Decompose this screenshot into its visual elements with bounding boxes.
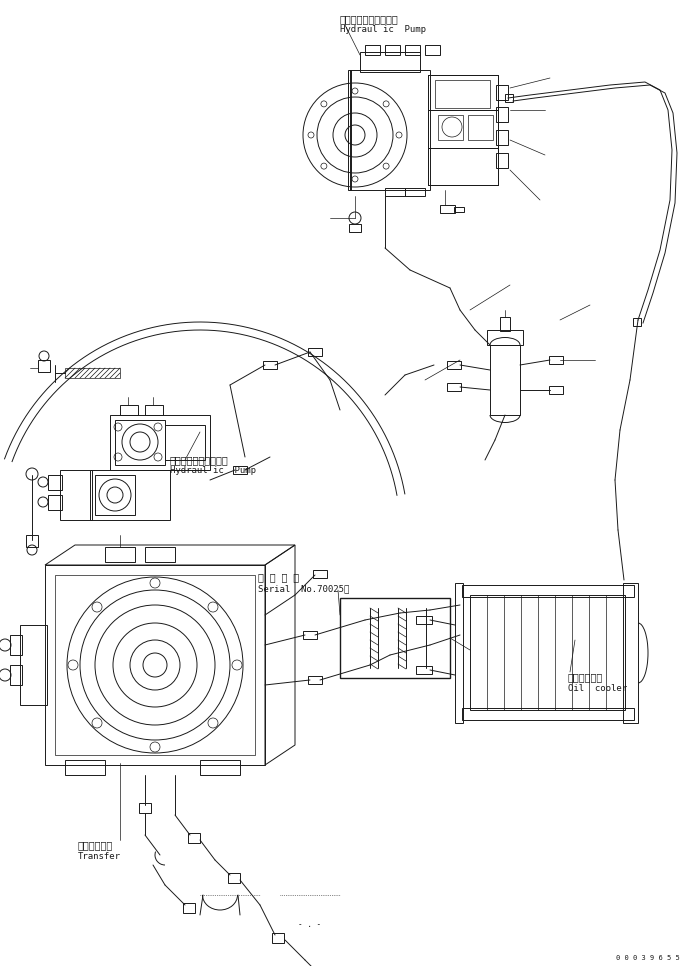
- Bar: [139, 803, 151, 813]
- Bar: [385, 188, 405, 196]
- Bar: [428, 75, 498, 110]
- Bar: [308, 676, 322, 684]
- Bar: [90, 470, 170, 520]
- Bar: [405, 188, 425, 196]
- Bar: [440, 205, 455, 213]
- Bar: [416, 616, 432, 624]
- Bar: [313, 570, 327, 578]
- Bar: [435, 80, 490, 108]
- Bar: [188, 833, 200, 843]
- Bar: [428, 75, 498, 185]
- Bar: [38, 360, 50, 372]
- Bar: [496, 85, 508, 100]
- Bar: [496, 130, 508, 145]
- Bar: [20, 625, 47, 705]
- Bar: [272, 933, 284, 943]
- Bar: [360, 52, 420, 72]
- Text: Hydraul ic  Pump: Hydraul ic Pump: [340, 25, 426, 34]
- Bar: [349, 224, 361, 232]
- Text: Oil  cooler: Oil cooler: [568, 684, 627, 693]
- Bar: [60, 470, 92, 520]
- Bar: [65, 368, 120, 378]
- Bar: [490, 345, 520, 415]
- Text: Hydraul ic  Pump: Hydraul ic Pump: [170, 466, 256, 475]
- Text: ハイドロリックポンプ: ハイドロリックポンプ: [340, 14, 399, 24]
- Bar: [405, 45, 420, 55]
- Bar: [48, 495, 62, 510]
- Text: Transfer: Transfer: [78, 852, 121, 861]
- Bar: [350, 70, 430, 190]
- Bar: [447, 383, 461, 391]
- Bar: [487, 330, 523, 345]
- Bar: [428, 148, 498, 185]
- Bar: [462, 708, 634, 720]
- Bar: [470, 595, 625, 710]
- Bar: [455, 583, 463, 723]
- Bar: [228, 873, 240, 883]
- Bar: [120, 405, 138, 415]
- Text: オイルクーラ: オイルクーラ: [568, 672, 604, 682]
- Bar: [454, 207, 464, 212]
- Bar: [365, 45, 380, 55]
- Bar: [65, 760, 105, 775]
- Bar: [145, 405, 163, 415]
- Bar: [115, 420, 165, 465]
- Bar: [348, 70, 351, 190]
- Text: Serial  No.70025～: Serial No.70025～: [258, 584, 349, 593]
- Bar: [428, 110, 498, 148]
- Text: ハイドロリックポンプ: ハイドロリックポンプ: [170, 455, 229, 465]
- Bar: [110, 415, 210, 470]
- Bar: [165, 425, 205, 460]
- Bar: [496, 107, 508, 122]
- Bar: [549, 386, 563, 394]
- Bar: [10, 665, 22, 685]
- Bar: [10, 635, 22, 655]
- Text: 適 用 号 機: 適 用 号 機: [258, 572, 299, 582]
- Bar: [145, 547, 175, 562]
- Bar: [26, 535, 38, 547]
- Text: 0 0 0 3 9 6 5 5: 0 0 0 3 9 6 5 5: [616, 955, 680, 961]
- Text: - . -: - . -: [298, 920, 322, 929]
- Bar: [308, 348, 322, 356]
- Bar: [183, 903, 195, 913]
- Bar: [55, 575, 255, 755]
- Bar: [303, 631, 317, 639]
- Bar: [48, 475, 62, 490]
- Bar: [447, 361, 461, 369]
- Bar: [633, 318, 641, 326]
- Bar: [385, 45, 400, 55]
- Bar: [340, 598, 450, 678]
- Bar: [505, 94, 513, 102]
- Bar: [200, 760, 240, 775]
- Bar: [105, 547, 135, 562]
- Bar: [623, 583, 638, 723]
- Bar: [233, 466, 247, 474]
- Bar: [263, 361, 277, 369]
- Bar: [438, 115, 463, 140]
- Bar: [425, 45, 440, 55]
- Bar: [549, 356, 563, 364]
- Bar: [496, 153, 508, 168]
- Bar: [45, 565, 265, 765]
- Bar: [468, 115, 493, 140]
- Bar: [462, 585, 634, 597]
- Bar: [95, 475, 135, 515]
- Bar: [416, 666, 432, 674]
- Bar: [500, 317, 510, 331]
- Text: トランスファ: トランスファ: [78, 840, 113, 850]
